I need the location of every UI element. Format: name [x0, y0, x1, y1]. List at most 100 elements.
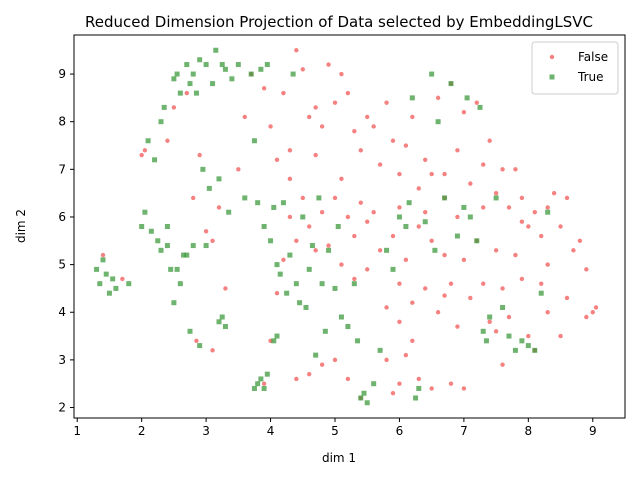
point-false: [339, 71, 344, 77]
point-false: [539, 281, 544, 286]
point-false: [274, 157, 280, 163]
point-true: [94, 266, 100, 272]
point-true: [464, 95, 470, 101]
point-true: [190, 71, 196, 77]
point-false: [274, 290, 280, 296]
point-true: [532, 347, 538, 353]
point-true: [454, 233, 460, 239]
point-false: [307, 371, 312, 377]
point-true: [332, 285, 338, 291]
point-true: [377, 347, 383, 353]
point-false: [481, 205, 486, 210]
point-false: [371, 210, 376, 215]
point-false: [500, 362, 505, 367]
point-false: [403, 143, 409, 148]
point-false: [358, 148, 363, 153]
y-tick-label: 2: [58, 401, 66, 415]
point-false: [403, 257, 409, 263]
point-true: [467, 214, 473, 220]
plot-frame: [73, 34, 626, 419]
point-true: [177, 281, 183, 287]
point-false: [352, 129, 357, 134]
point-true: [126, 281, 132, 287]
point-true: [506, 333, 512, 339]
point-true: [177, 90, 183, 96]
point-true: [371, 381, 377, 387]
point-false: [442, 293, 447, 298]
point-false: [384, 305, 389, 310]
point-true: [168, 266, 174, 272]
point-false: [551, 190, 557, 196]
point-true: [316, 195, 322, 201]
legend-marker-true: [549, 74, 555, 80]
point-false: [390, 233, 396, 239]
point-false: [210, 238, 215, 243]
point-true: [226, 209, 232, 215]
point-false: [506, 314, 512, 320]
point-false: [319, 124, 325, 129]
x-tick-label: 4: [267, 424, 275, 438]
point-true: [322, 328, 328, 334]
point-true: [406, 200, 412, 206]
point-false: [345, 90, 351, 96]
point-false: [416, 376, 421, 382]
legend-label-false: False: [578, 50, 608, 64]
point-false: [461, 109, 467, 115]
point-false: [448, 381, 454, 386]
point-false: [558, 333, 563, 339]
point-true: [480, 328, 486, 334]
x-axis: 1 2 3 4 5 6 7 8 9: [73, 418, 597, 438]
point-true: [171, 76, 177, 82]
point-false: [313, 152, 318, 158]
point-false: [545, 262, 550, 267]
x-tick-label: 8: [525, 424, 533, 438]
point-false: [307, 224, 312, 229]
x-axis-label: dim 1: [322, 451, 356, 465]
point-true: [261, 385, 267, 391]
point-false: [307, 114, 312, 120]
point-false: [493, 190, 499, 196]
point-false: [216, 205, 222, 210]
y-axis-label: dim 2: [14, 209, 28, 243]
point-false: [519, 195, 525, 201]
point-false: [294, 238, 299, 243]
point-true: [442, 195, 448, 201]
point-true: [326, 247, 332, 253]
point-false: [468, 181, 473, 186]
point-true: [432, 247, 438, 253]
point-true: [255, 381, 261, 387]
point-false: [339, 176, 344, 182]
point-false: [261, 381, 267, 386]
point-false: [468, 295, 473, 301]
point-false: [455, 214, 460, 220]
point-true: [197, 343, 203, 349]
point-true: [538, 290, 544, 296]
point-true: [158, 247, 164, 253]
point-true: [355, 338, 361, 344]
y-axis: 2 3 4 5 6 7 8 9: [58, 67, 74, 415]
point-false: [455, 148, 460, 153]
point-true: [390, 266, 396, 272]
point-true: [193, 90, 199, 96]
point-false: [261, 86, 267, 91]
point-false: [532, 210, 537, 215]
point-false: [390, 391, 396, 396]
point-true: [187, 328, 193, 334]
x-tick-label: 3: [202, 424, 210, 438]
legend-label-true: True: [577, 70, 604, 84]
point-false: [326, 62, 331, 67]
point-true: [287, 252, 293, 258]
point-false: [584, 314, 589, 320]
x-tick-label: 6: [396, 424, 404, 438]
point-true: [164, 243, 170, 249]
point-false: [564, 195, 570, 201]
point-true: [235, 62, 241, 68]
point-false: [384, 357, 389, 363]
point-true: [142, 209, 148, 215]
point-true: [493, 195, 499, 201]
point-false: [300, 67, 305, 72]
point-false: [442, 252, 447, 258]
point-true: [435, 119, 441, 125]
point-true: [242, 195, 248, 201]
point-false: [281, 90, 286, 96]
